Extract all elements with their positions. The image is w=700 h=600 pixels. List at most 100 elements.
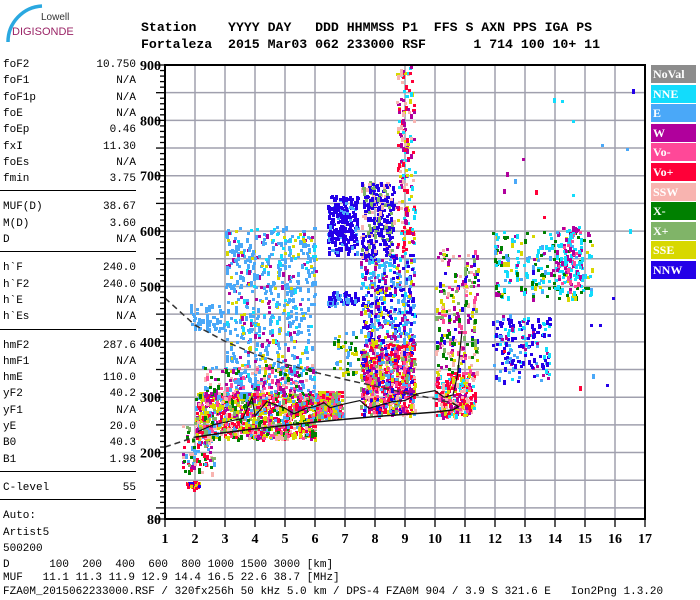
echo-point: [376, 411, 379, 414]
echo-point: [215, 436, 218, 439]
echo-point: [336, 291, 339, 296]
echo-point: [204, 386, 207, 391]
echo-point: [370, 310, 373, 315]
echo-point: [214, 395, 217, 400]
echo-point: [398, 284, 401, 287]
param-label: fmin: [3, 173, 30, 186]
echo-point: [237, 421, 240, 426]
echo-point: [367, 253, 370, 258]
echo-point: [282, 400, 285, 405]
echo-point: [394, 353, 397, 358]
echo-point: [410, 404, 413, 409]
echo-point: [328, 247, 331, 250]
echo-point: [242, 398, 245, 401]
echo-point: [204, 463, 207, 466]
echo-point: [254, 257, 257, 260]
echo-point: [410, 375, 413, 378]
echo-point: [443, 408, 446, 411]
echo-point: [315, 393, 318, 398]
echo-point: [220, 397, 223, 402]
echo-point: [463, 388, 466, 393]
echo-point: [394, 328, 397, 331]
echo-point: [403, 122, 406, 127]
echo-point: [379, 243, 382, 246]
echo-point: [471, 356, 474, 359]
echo-point: [406, 230, 409, 235]
echo-point: [262, 394, 265, 397]
echo-point: [360, 311, 363, 316]
echo-point: [305, 379, 308, 382]
echo-point: [207, 322, 210, 325]
echo-point: [399, 411, 402, 414]
echo-point: [361, 379, 364, 382]
echo-point: [345, 200, 348, 205]
echo-point: [375, 296, 378, 299]
echo-point: [302, 369, 305, 372]
echo-point: [193, 315, 196, 318]
echo-point: [381, 386, 384, 389]
echo-point: [267, 406, 270, 409]
echo-point: [380, 353, 383, 358]
echo-point: [263, 437, 266, 440]
echo-point: [357, 197, 360, 200]
echo-point: [448, 410, 451, 415]
echo-point: [277, 275, 280, 280]
echo-point: [224, 424, 227, 429]
echo-point: [466, 382, 469, 387]
echo-point: [288, 239, 291, 242]
echo-point: [308, 396, 311, 401]
echo-point: [247, 422, 250, 425]
echo-point: [336, 296, 339, 301]
echo-point: [404, 208, 407, 211]
echo-point: [362, 235, 365, 238]
echo-point: [243, 313, 246, 316]
echo-point: [240, 271, 243, 274]
echo-point: [395, 360, 398, 365]
echo-point: [368, 206, 371, 209]
echo-point: [199, 463, 202, 466]
echo-point: [464, 385, 467, 388]
echo-point: [406, 212, 409, 217]
echo-point: [279, 386, 282, 391]
echo-point: [330, 298, 333, 301]
echo-point: [438, 327, 441, 332]
echo-point: [292, 255, 295, 258]
echo-point: [371, 339, 374, 342]
echo-point: [293, 405, 296, 408]
echo-point: [241, 316, 244, 321]
echo-point: [474, 347, 477, 350]
echo-point: [399, 311, 402, 314]
echo-point: [275, 436, 278, 441]
echo-point: [376, 395, 379, 398]
echo-point: [518, 321, 521, 324]
echo-point: [338, 247, 341, 250]
echo-point: [256, 395, 259, 398]
echo-point: [377, 302, 380, 305]
echo-point: [220, 417, 223, 422]
echo-point: [352, 211, 355, 214]
echo-point: [407, 346, 410, 349]
echo-point: [411, 186, 414, 191]
echo-point: [290, 336, 293, 341]
echo-point: [333, 341, 336, 346]
echo-point: [189, 453, 192, 456]
echo-point: [249, 338, 252, 343]
echo-point: [267, 258, 270, 263]
echo-point: [447, 373, 450, 376]
echo-point: [268, 386, 271, 389]
echo-point: [376, 355, 379, 358]
echo-point: [334, 237, 337, 240]
echo-point: [410, 392, 413, 395]
echo-point: [393, 265, 396, 268]
echo-point: [196, 312, 199, 315]
echo-point: [383, 243, 386, 246]
echo-point: [213, 404, 216, 409]
echo-point: [236, 399, 239, 402]
echo-point: [210, 439, 213, 442]
echo-point: [375, 304, 378, 309]
echo-point: [380, 409, 383, 414]
echo-point: [368, 185, 371, 188]
echo-point: [226, 413, 229, 418]
echo-point: [388, 287, 391, 290]
echo-point: [191, 323, 194, 326]
